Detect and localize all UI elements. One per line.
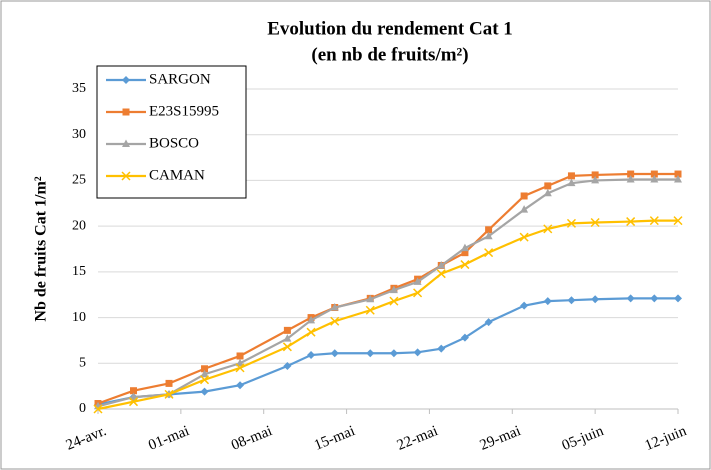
data-point <box>649 216 659 226</box>
data-point <box>282 342 292 352</box>
data-point <box>650 175 659 183</box>
legend-label: BOSCO <box>149 135 199 151</box>
data-point <box>235 363 245 373</box>
data-point <box>330 303 339 311</box>
data-point <box>413 277 422 285</box>
data-point <box>484 248 494 258</box>
data-point <box>201 365 209 373</box>
data-point <box>164 389 174 399</box>
y-tick-label: 10 <box>72 310 86 325</box>
data-point <box>674 175 682 183</box>
data-point <box>437 260 446 269</box>
data-point <box>460 260 470 270</box>
data-point <box>389 285 398 294</box>
data-point <box>520 301 529 310</box>
data-point <box>626 294 635 303</box>
data-point <box>200 387 209 396</box>
data-point <box>236 358 245 367</box>
data-point <box>93 404 103 414</box>
data-point <box>413 288 423 298</box>
data-point <box>413 348 422 357</box>
y-tick-label: 5 <box>79 356 86 371</box>
data-point <box>365 305 375 315</box>
legend-label: E23S15995 <box>149 103 219 119</box>
data-point <box>591 295 600 304</box>
data-point <box>306 327 316 337</box>
data-point <box>236 381 245 390</box>
y-tick-label: 20 <box>72 218 86 233</box>
chart-subtitle: (en nb de fruits/m²) <box>311 44 468 65</box>
data-point <box>626 217 636 227</box>
data-point <box>366 349 375 358</box>
data-point <box>591 175 600 184</box>
data-point <box>566 218 576 228</box>
legend-marker <box>122 76 130 84</box>
data-point <box>591 171 599 179</box>
data-point <box>674 170 682 178</box>
data-point <box>330 349 339 358</box>
data-point <box>543 188 552 197</box>
legend-label: SARGON <box>149 71 211 87</box>
data-point <box>436 269 446 279</box>
data-point <box>543 224 553 234</box>
data-point <box>520 205 529 213</box>
data-point <box>165 379 173 387</box>
data-point <box>283 334 292 342</box>
data-point <box>650 294 659 303</box>
data-point <box>460 243 469 252</box>
data-point <box>567 178 576 187</box>
data-point <box>650 170 658 178</box>
data-point <box>461 249 469 257</box>
y-axis-label: Nb de fruits Cat 1/m² <box>33 176 50 321</box>
data-point <box>129 392 138 401</box>
data-point <box>130 387 138 395</box>
data-point <box>389 349 398 358</box>
y-tick-label: 25 <box>72 173 86 188</box>
data-point <box>626 175 635 183</box>
data-point <box>485 226 493 234</box>
legend-marker <box>121 171 131 181</box>
data-point <box>307 315 316 324</box>
data-point <box>236 352 244 360</box>
data-point <box>200 369 209 378</box>
legend-marker <box>122 139 130 147</box>
data-point <box>567 172 575 180</box>
data-point <box>330 316 340 326</box>
y-tick-label: 0 <box>79 401 86 416</box>
data-point <box>366 294 375 303</box>
data-point <box>128 397 139 407</box>
data-point <box>200 375 210 385</box>
data-point <box>460 333 469 342</box>
data-point <box>484 318 493 327</box>
data-point <box>283 362 292 371</box>
chart-title: Evolution du rendement Cat 1 <box>267 18 513 39</box>
data-point <box>544 182 552 190</box>
y-tick-label: 35 <box>72 81 86 96</box>
data-point <box>283 326 291 334</box>
y-tick-label: 30 <box>72 127 86 142</box>
data-point <box>437 344 446 353</box>
data-point <box>627 170 635 178</box>
data-point <box>674 294 682 303</box>
data-point <box>520 192 528 200</box>
data-point <box>389 296 399 306</box>
data-point <box>307 351 316 360</box>
legend-label: CAMAN <box>149 167 205 183</box>
y-tick-label: 15 <box>72 264 86 279</box>
data-point <box>543 297 552 306</box>
data-point <box>519 232 529 242</box>
data-point <box>673 216 683 226</box>
legend-marker <box>122 108 130 116</box>
data-point <box>590 217 600 228</box>
data-point <box>484 231 493 240</box>
data-point <box>567 296 576 305</box>
